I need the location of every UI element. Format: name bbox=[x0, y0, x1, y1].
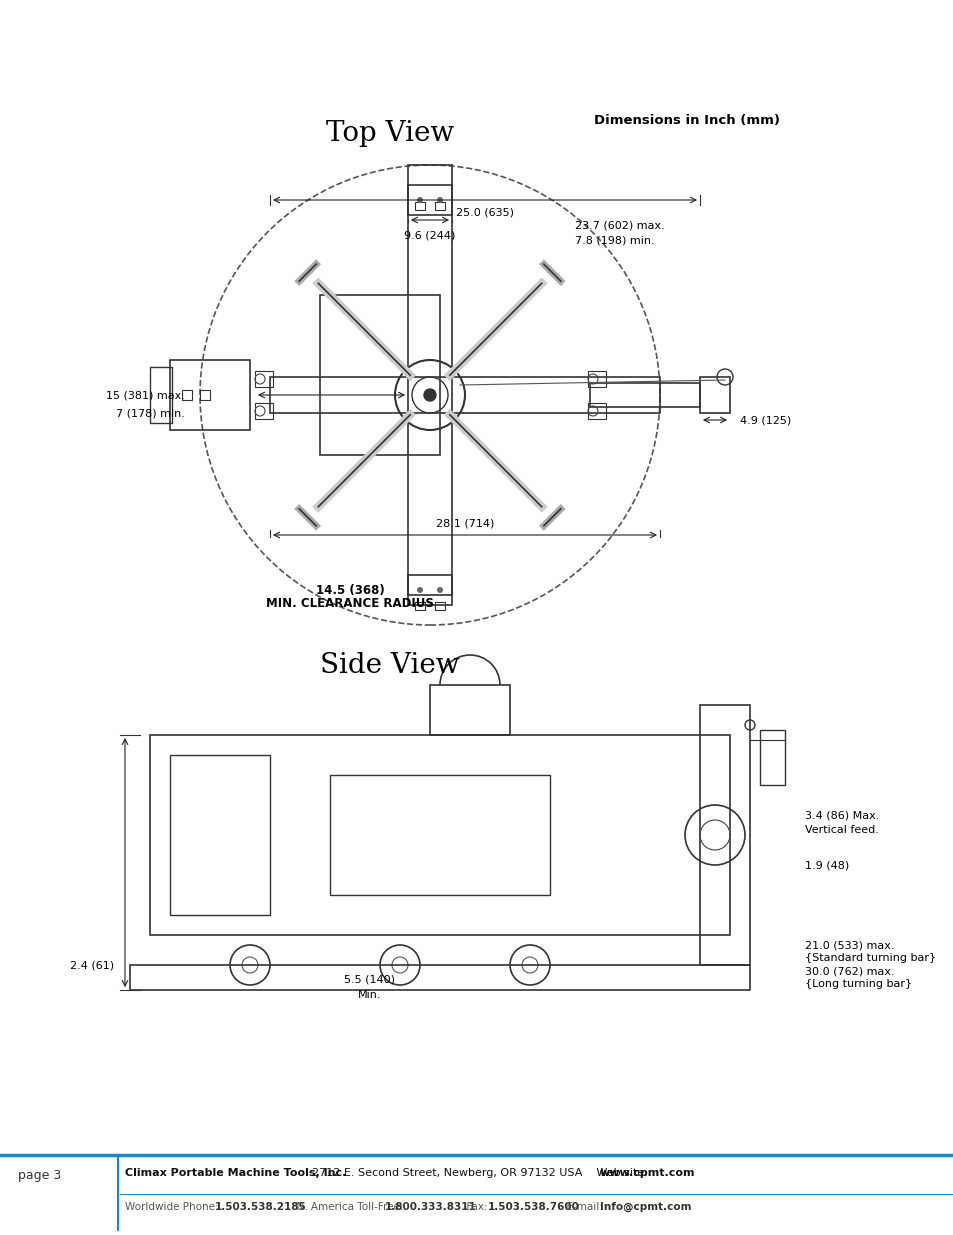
Bar bbox=[254, 370, 273, 387]
Text: 25.0 (635): 25.0 (635) bbox=[456, 207, 514, 217]
Circle shape bbox=[416, 198, 422, 203]
Circle shape bbox=[416, 587, 422, 593]
Bar bbox=[170, 755, 270, 915]
Text: Worldwide Phone:: Worldwide Phone: bbox=[125, 1202, 222, 1212]
Bar bbox=[760, 730, 784, 785]
Bar bbox=[182, 390, 192, 400]
Bar bbox=[589, 383, 700, 408]
Text: 1.503.538.2185: 1.503.538.2185 bbox=[214, 1202, 307, 1212]
Text: Climax Portable Machine Tools, Inc.: Climax Portable Machine Tools, Inc. bbox=[125, 1168, 346, 1178]
Text: Side View: Side View bbox=[320, 652, 459, 678]
Text: 5.5 (140): 5.5 (140) bbox=[344, 974, 395, 986]
Text: {Long turning bar}: {Long turning bar} bbox=[804, 979, 911, 989]
Text: MIN. CLEARANCE RADIUS: MIN. CLEARANCE RADIUS bbox=[266, 597, 434, 610]
Circle shape bbox=[436, 587, 442, 593]
Bar bbox=[700, 705, 749, 965]
Circle shape bbox=[436, 198, 442, 203]
Text: 30.0 (762) max.: 30.0 (762) max. bbox=[804, 966, 894, 976]
Text: 9.6 (244): 9.6 (244) bbox=[404, 230, 456, 240]
Text: Fax:: Fax: bbox=[459, 1202, 490, 1212]
Text: 21.0 (533) max.: 21.0 (533) max. bbox=[804, 940, 894, 950]
Text: E-mail:: E-mail: bbox=[559, 1202, 605, 1212]
Bar bbox=[319, 295, 439, 454]
Text: 2712 E. Second Street, Newberg, OR 97132 USA    Web site:: 2712 E. Second Street, Newberg, OR 97132… bbox=[305, 1168, 651, 1178]
Bar bbox=[408, 185, 452, 215]
Text: Top View: Top View bbox=[326, 120, 454, 147]
Text: 14.5 (368): 14.5 (368) bbox=[315, 583, 384, 597]
Bar bbox=[587, 370, 605, 387]
Text: N. America Toll-Free:: N. America Toll-Free: bbox=[290, 1202, 406, 1212]
Text: 28.1 (714): 28.1 (714) bbox=[436, 517, 494, 529]
Text: 4.9 (125): 4.9 (125) bbox=[740, 415, 790, 425]
Text: Min.: Min. bbox=[358, 990, 381, 1000]
Bar bbox=[415, 601, 424, 610]
Bar bbox=[415, 203, 424, 210]
Text: 3.4 (86) Max.: 3.4 (86) Max. bbox=[804, 810, 879, 820]
Bar bbox=[330, 776, 550, 895]
Bar bbox=[170, 359, 250, 430]
Bar bbox=[587, 403, 605, 419]
Bar bbox=[700, 377, 729, 412]
Text: FF6000 Operational Dimensions: FF6000 Operational Dimensions bbox=[38, 27, 473, 53]
Text: 1.503.538.7600: 1.503.538.7600 bbox=[488, 1202, 579, 1212]
Bar bbox=[150, 735, 729, 935]
Text: 15 (381) max.: 15 (381) max. bbox=[106, 390, 185, 400]
Bar bbox=[150, 367, 172, 424]
Text: Info@cpmt.com: Info@cpmt.com bbox=[599, 1202, 691, 1212]
Text: www.cpmt.com: www.cpmt.com bbox=[599, 1168, 695, 1178]
Bar bbox=[408, 576, 452, 605]
Text: Vertical feed.: Vertical feed. bbox=[804, 825, 878, 835]
Text: 7 (178) min.: 7 (178) min. bbox=[116, 408, 185, 417]
Bar bbox=[435, 601, 444, 610]
Text: 23.7 (602) max.: 23.7 (602) max. bbox=[575, 220, 664, 230]
Bar bbox=[254, 403, 273, 419]
Text: 7.8 (198) min.: 7.8 (198) min. bbox=[575, 235, 654, 245]
Bar bbox=[270, 377, 659, 412]
Text: 2.4 (61): 2.4 (61) bbox=[70, 960, 114, 969]
Bar bbox=[408, 165, 452, 595]
Bar bbox=[435, 203, 444, 210]
Bar bbox=[130, 965, 749, 990]
Text: 1.800.333.8311: 1.800.333.8311 bbox=[385, 1202, 476, 1212]
Text: Dimensions in Inch (mm): Dimensions in Inch (mm) bbox=[594, 114, 780, 126]
Text: page 3: page 3 bbox=[18, 1168, 61, 1182]
Bar bbox=[200, 390, 210, 400]
Text: 1.9 (48): 1.9 (48) bbox=[804, 860, 848, 869]
Circle shape bbox=[423, 389, 436, 401]
Text: ✦
CLIMAX.: ✦ CLIMAX. bbox=[866, 23, 906, 48]
Bar bbox=[430, 685, 510, 735]
Text: {Standard turning bar}: {Standard turning bar} bbox=[804, 953, 935, 963]
